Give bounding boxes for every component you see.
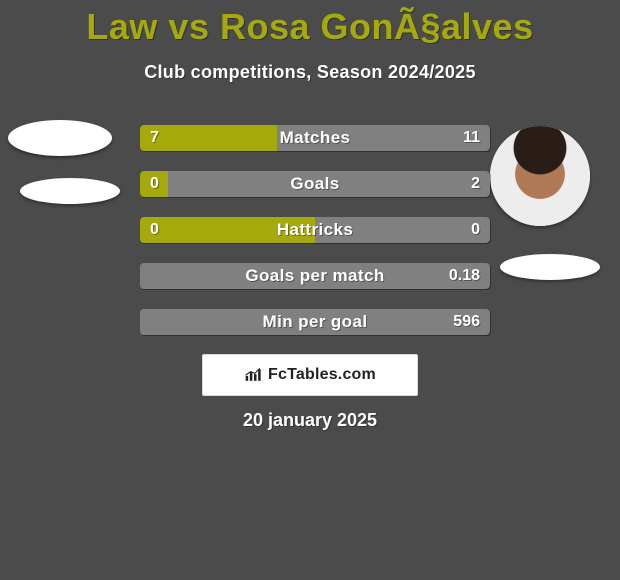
stats-bars: Matches711Goals02Hattricks00Goals per ma… — [140, 125, 490, 355]
stat-label: Min per goal — [140, 309, 490, 335]
stat-row: Matches7 11 — [140, 125, 490, 151]
stat-value-right: 2 — [461, 171, 490, 197]
stat-value-right: 0.18 — [439, 263, 490, 289]
stat-row: Goals per match0.18 — [140, 263, 490, 289]
stat-value-left: 0 — [140, 171, 169, 197]
stat-value-right: 0 — [461, 217, 490, 243]
player-left-avatar — [8, 120, 112, 156]
date-label: 20 january 2025 — [0, 410, 620, 431]
stat-label: Goals per match — [140, 263, 490, 289]
player-right-badge — [500, 254, 600, 280]
stat-row: Min per goal596 — [140, 309, 490, 335]
stat-value-left — [140, 309, 160, 335]
stat-label: Goals — [140, 171, 490, 197]
brand-text: FcTables.com — [268, 366, 376, 384]
stat-value-right: 596 — [443, 309, 490, 335]
player-right-avatar — [490, 126, 590, 226]
stat-value-right: 11 — [453, 125, 490, 151]
stat-value-left — [140, 263, 160, 289]
stat-label: Hattricks — [140, 217, 490, 243]
stat-value-left: 0 — [140, 217, 169, 243]
stat-label: Matches — [140, 125, 490, 151]
comparison-card: Law vs Rosa GonÃ§alves Club competitions… — [0, 0, 620, 580]
subtitle: Club competitions, Season 2024/2025 — [0, 62, 620, 83]
stat-row: Goals0 2 — [140, 171, 490, 197]
stat-value-left: 7 — [140, 125, 169, 151]
page-title: Law vs Rosa GonÃ§alves — [0, 0, 620, 48]
bar-chart-icon — [244, 367, 264, 383]
brand-box: FcTables.com — [202, 354, 418, 396]
player-left-badge — [20, 178, 120, 204]
stat-row: Hattricks0 0 — [140, 217, 490, 243]
